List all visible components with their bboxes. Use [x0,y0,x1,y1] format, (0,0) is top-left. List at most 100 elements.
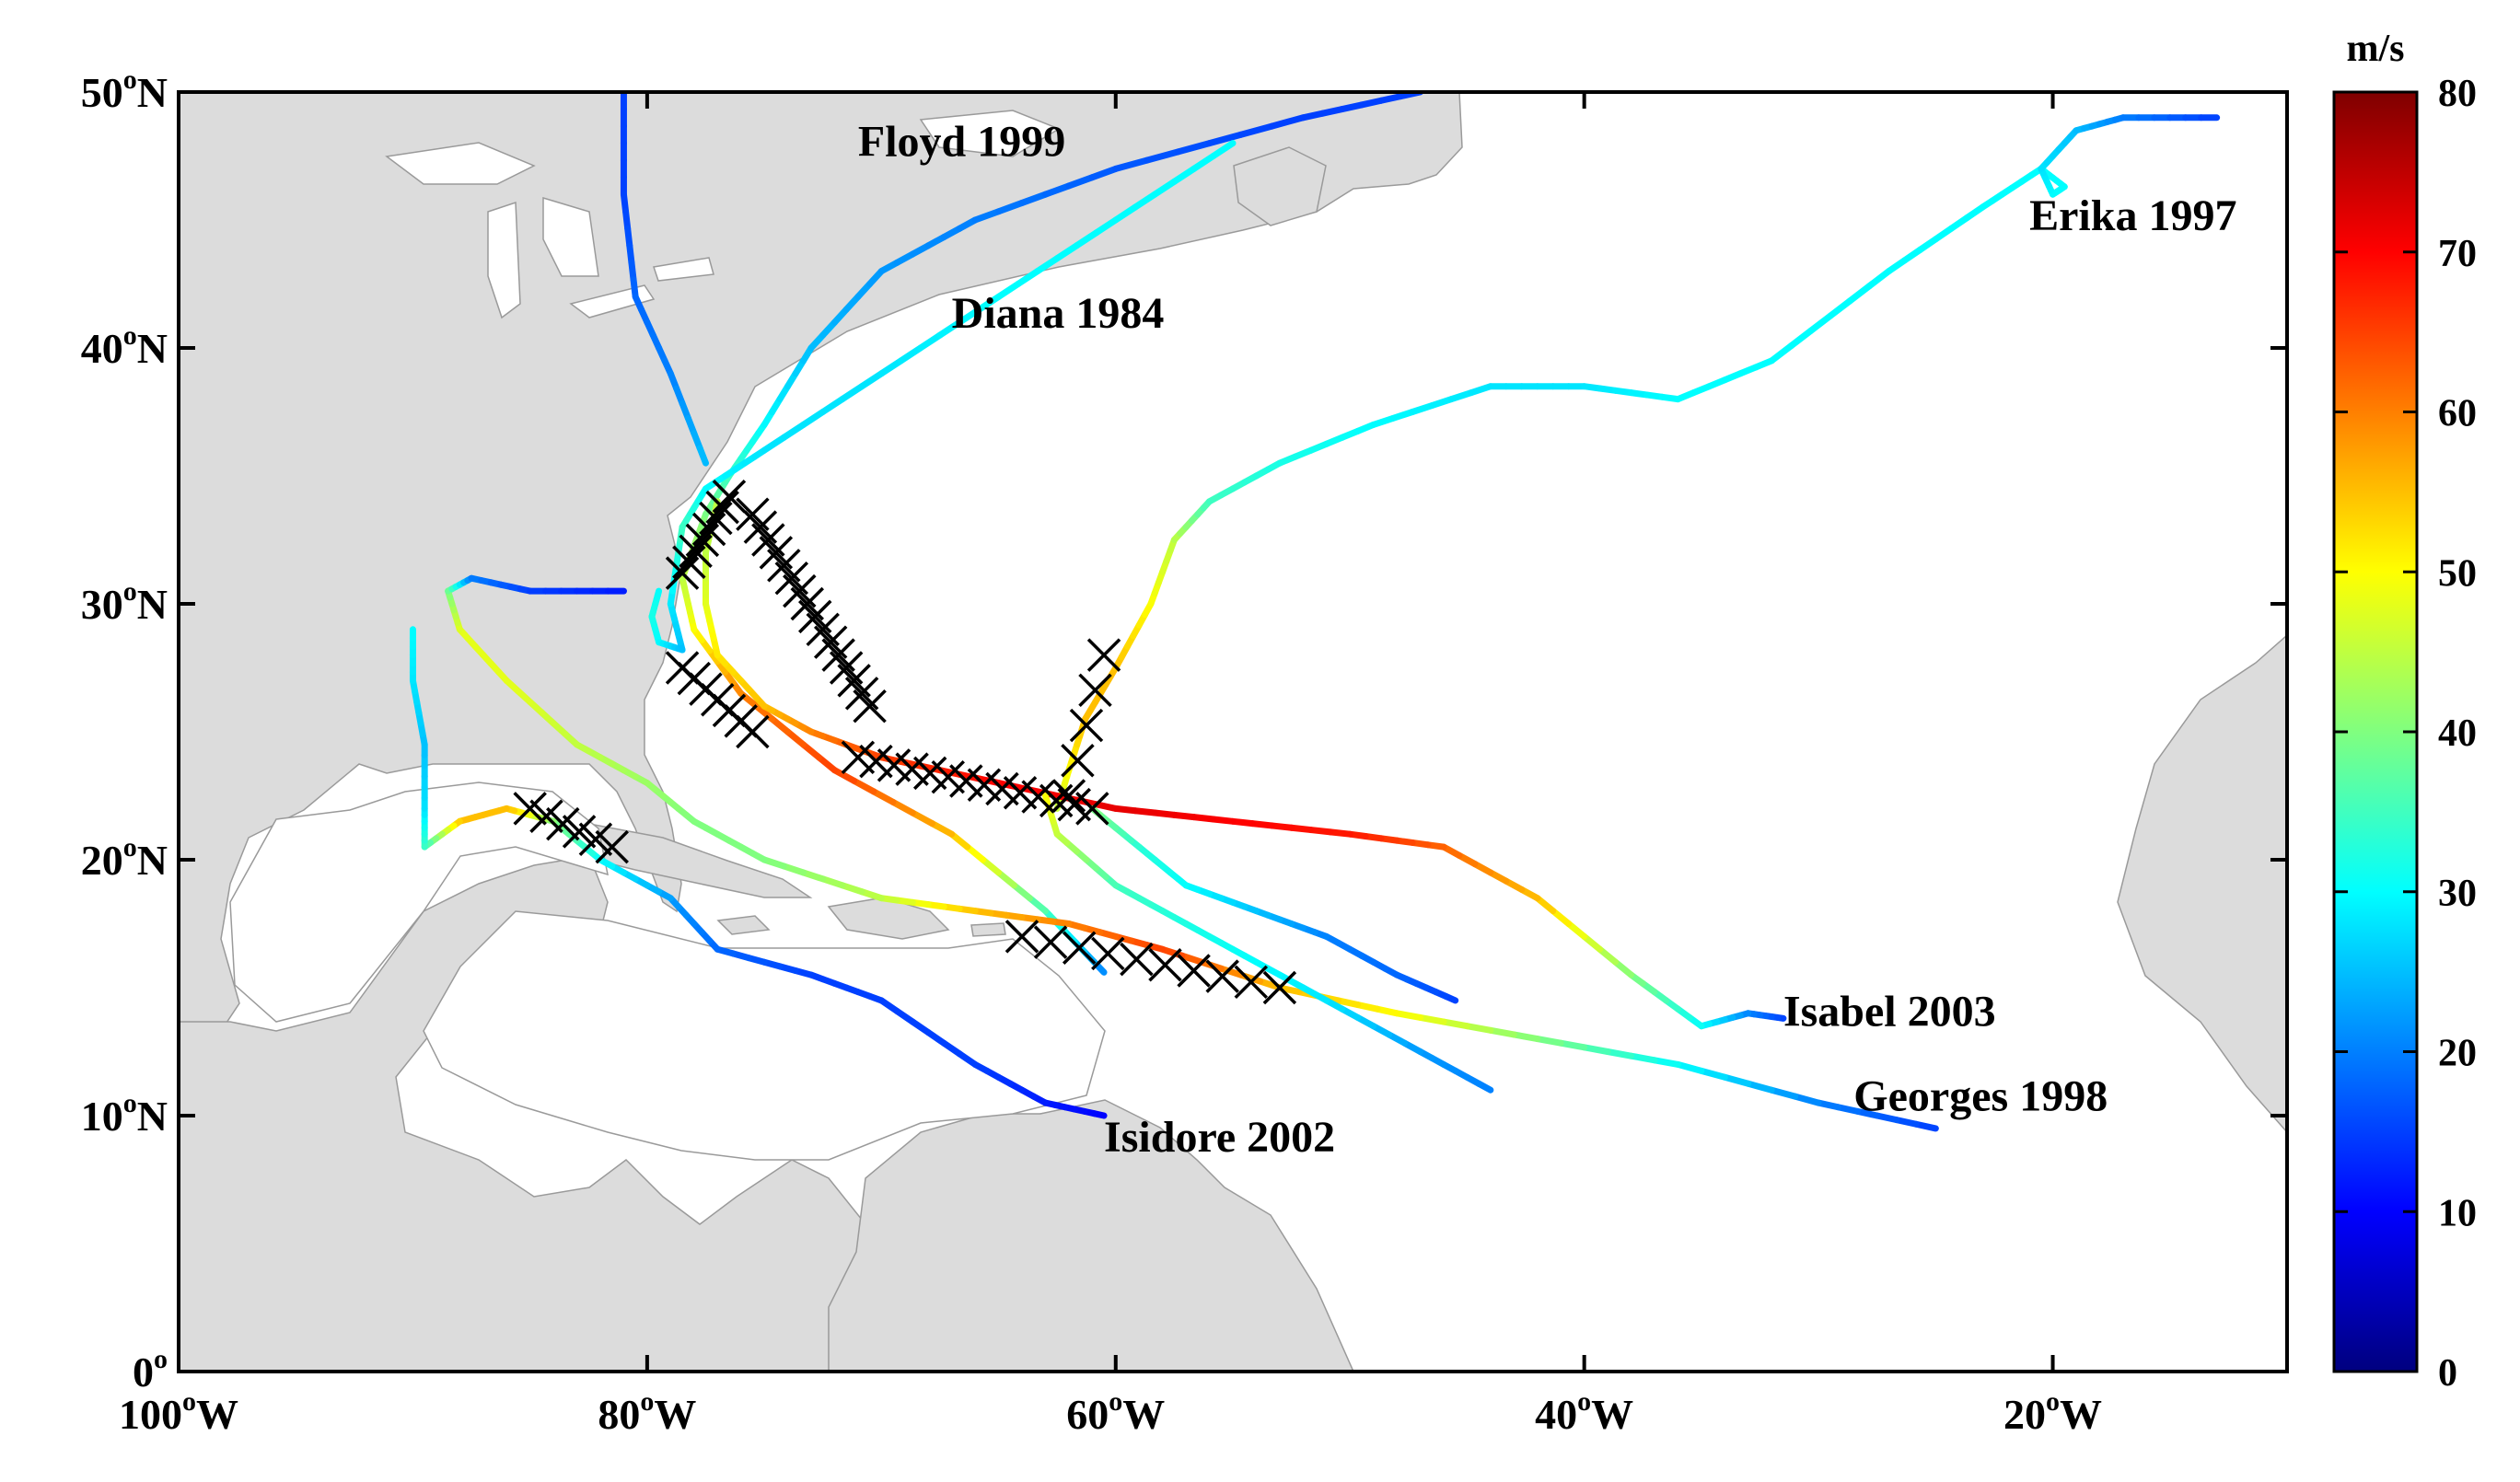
x-axis: 100oW 80oW 60oW 40oW 20oW [119,92,2102,1438]
track-segment [1674,1060,1705,1074]
track-segment [1377,93,1404,104]
track-segment [1093,801,1120,812]
map-frame: 100oW 80oW 60oW 40oW 20oW 0o 10oN 20oN 30oN 40oN… [81,64,2289,1438]
track-segment [1335,997,1362,1009]
track-segment [780,863,807,876]
track-segment [1581,932,1604,953]
track-segment [1151,178,1178,198]
colorbar-ticks: 0 10 20 30 40 50 60 70 80 [2334,73,2477,1395]
intensity-markers [513,480,1297,1005]
track-segment [995,869,1018,889]
track-segment [815,754,838,774]
track-segment [1268,822,1295,831]
x-marker [1177,954,1211,988]
track-segment [1112,203,1139,224]
track-segment [839,882,865,896]
storm-label: Isabel 2003 [1783,988,1996,1036]
track-segment [971,208,1003,224]
x-marker [699,501,733,536]
colorbar-tick-label: 80 [2438,73,2477,115]
track-segment [780,421,807,441]
x-marker [705,490,739,525]
track-segment [870,788,897,805]
track-segment [1276,984,1303,996]
y-axis: 0o 10oN 20oN 30oN 40oN 50oN [81,64,2287,1395]
track-segment [1229,817,1256,828]
storm-label: Erika 1997 [2029,191,2236,240]
tick-label: 40oN [81,320,168,372]
track-segment [1237,122,1275,138]
track-segment [1581,1044,1611,1055]
track-segment [877,357,905,377]
track-segment [1374,1005,1400,1017]
track-segment [1846,283,1873,305]
x-marker [1051,779,1086,813]
track-segment [830,767,858,784]
x-marker [672,545,706,579]
track-segment [1604,1048,1635,1059]
track-segment [909,809,935,828]
track-segment [1807,312,1834,334]
track-segment [1268,114,1306,130]
tick-label: 0o [133,1344,168,1395]
track-segment [1721,1073,1752,1087]
track-segment [1248,820,1275,829]
track-segment [1053,242,1080,262]
track-segment [1065,174,1096,190]
track-segment [1327,828,1353,838]
track-segment [1389,409,1416,422]
x-marker [529,799,563,833]
x-marker [853,689,887,724]
track-segment [1358,97,1385,109]
map-border [177,90,2289,1373]
track-unlabeled-6 [1041,793,1494,1094]
x-marker [1120,942,1154,977]
track-isidore-2002 [409,626,1108,1119]
tick-label: 100oW [119,1386,238,1438]
x-marker [546,806,580,841]
track-segment [889,798,916,816]
track-segment [1210,816,1237,825]
track-segment [995,199,1026,215]
colorbar: m/s 0 10 20 30 40 50 60 70 80 [2332,28,2477,1395]
track-segment [1854,1107,1881,1119]
colorbar-tick-label: 10 [2438,1192,2477,1234]
hudson-bay [919,110,1061,157]
x-marker [1091,936,1125,971]
track-segment [1018,191,1049,206]
map-panel [179,92,2287,1372]
track-segment [1179,952,1205,966]
track-segment [1534,895,1557,915]
newfoundland-island [1233,146,1327,226]
track-segment [1026,895,1049,915]
x-marker [1234,965,1269,1000]
track-segment [839,383,865,403]
colorbar-tick-label: 0 [2438,1352,2457,1395]
track-segment [1787,327,1815,350]
track-segment [928,820,956,838]
africa-land [2117,633,2287,1134]
track-segment [1015,268,1041,287]
track-segment [1417,1013,1447,1025]
track-segment [1034,255,1061,275]
colorbar-tick-label: 40 [2438,712,2477,755]
track-segment [995,281,1022,300]
puerto-rico-island [970,922,1006,937]
track-segment [1550,908,1573,927]
x-marker [562,815,597,849]
x-marker [513,792,547,826]
tick-label: 80oW [598,1386,696,1438]
x-marker [1069,708,1104,743]
track-segment [1307,827,1334,836]
track-segment [1206,131,1244,147]
tick-label: 30oN [81,576,168,628]
track-segment [1217,965,1244,978]
track-segment [1815,1099,1841,1111]
lake-superior [385,142,536,185]
lake-huron [542,196,599,277]
track-segment [1393,1010,1424,1021]
track-segment [761,856,787,870]
track-segment [1597,945,1620,966]
track-segment [1912,1120,1939,1132]
track-diana-1984 [648,140,1237,654]
